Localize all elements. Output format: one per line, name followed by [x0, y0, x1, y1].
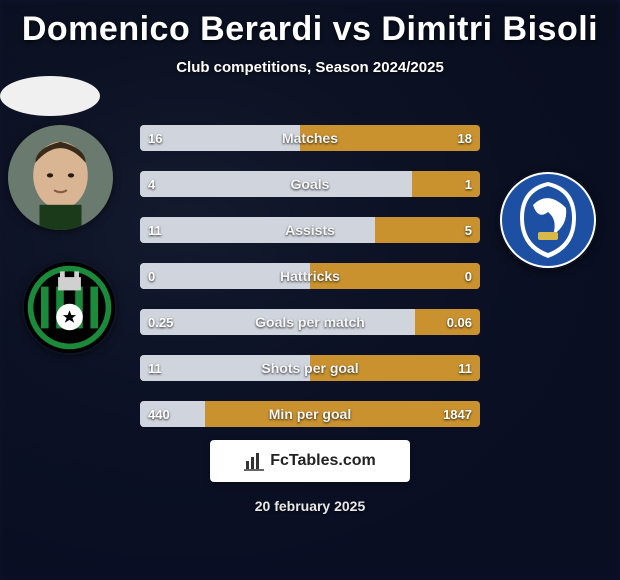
stat-label: Matches — [140, 125, 480, 151]
date-text: 20 february 2025 — [0, 498, 620, 514]
stat-bar-row: 41Goals — [140, 171, 480, 197]
page-title: Domenico Berardi vs Dimitri Bisoli — [0, 10, 620, 49]
subtitle: Club competitions, Season 2024/2025 — [0, 59, 620, 76]
stat-bar-row: 1618Matches — [140, 125, 480, 151]
club-right-crest — [498, 170, 598, 270]
fctables-logo-badge: FcTables.com — [210, 440, 410, 482]
brescia-crest-icon — [498, 170, 598, 270]
stat-bar-row: 00Hattricks — [140, 263, 480, 289]
player-left-avatar — [8, 125, 113, 230]
stat-label: Min per goal — [140, 401, 480, 427]
stats-bars-area: 1618Matches 41Goals 115Assists 00Hattricks 0… — [140, 125, 480, 447]
stat-bar-row: 1111Shots per goal — [140, 355, 480, 381]
bar-chart-icon — [244, 451, 264, 471]
stat-label: Goals — [140, 171, 480, 197]
stat-label: Hattricks — [140, 263, 480, 289]
content-container: Domenico Berardi vs Dimitri Bisoli Club … — [0, 0, 620, 580]
stat-label: Goals per match — [140, 309, 480, 335]
player-left-face-icon — [8, 125, 113, 230]
player-right-avatar — [0, 76, 100, 116]
stat-bar-row: 115Assists — [140, 217, 480, 243]
logo-text: FcTables.com — [270, 452, 376, 470]
stat-bar-row: 4401847Min per goal — [140, 401, 480, 427]
stat-label: Assists — [140, 217, 480, 243]
stat-bar-row: 0.250.06Goals per match — [140, 309, 480, 335]
club-left-crest — [22, 260, 117, 355]
stat-label: Shots per goal — [140, 355, 480, 381]
sassuolo-crest-icon — [22, 260, 117, 355]
